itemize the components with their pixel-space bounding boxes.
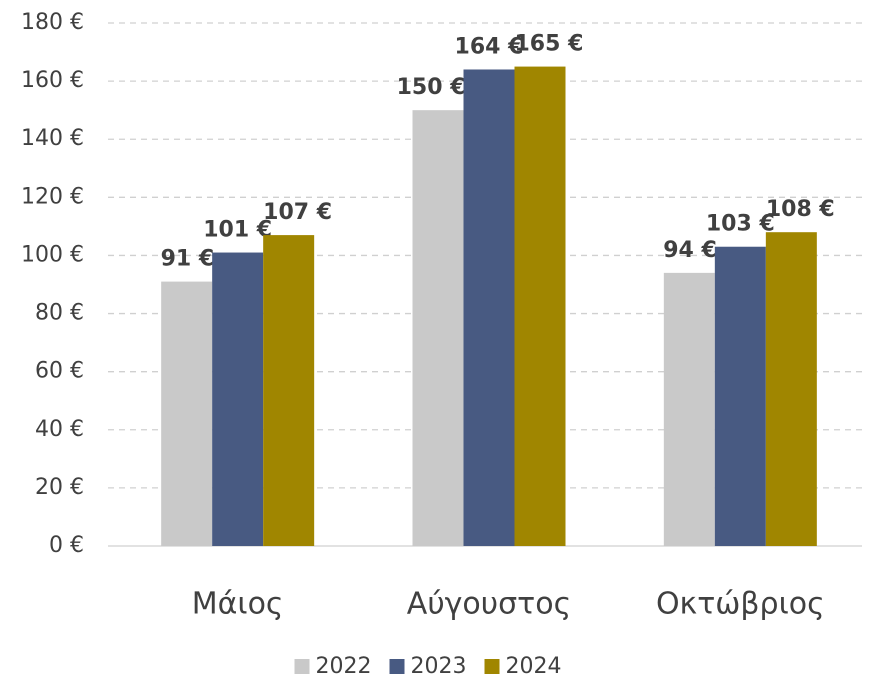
x-tick-label: Μάιος [192, 587, 284, 622]
legend-label: 2022 [316, 654, 372, 679]
legend-label: 2024 [506, 654, 562, 679]
data-label: 164 € [455, 34, 524, 59]
y-tick-label: 120 € [21, 184, 84, 209]
x-tick-label: Οκτώβριος [656, 587, 825, 622]
bar [765, 232, 817, 546]
data-label: 107 € [263, 200, 332, 225]
y-tick-label: 180 € [21, 10, 84, 35]
bar [412, 110, 464, 547]
bar [161, 281, 213, 546]
data-label: 103 € [706, 212, 775, 237]
bar [263, 235, 315, 546]
data-label: 108 € [766, 197, 835, 222]
y-tick-label: 20 € [35, 475, 84, 500]
data-label: 150 € [397, 75, 466, 100]
data-label: 165 € [515, 32, 584, 57]
data-label: 91 € [161, 247, 215, 272]
y-tick-label: 100 € [21, 242, 84, 267]
bar [463, 69, 515, 546]
y-tick-label: 140 € [21, 126, 84, 151]
data-label: 94 € [663, 238, 717, 263]
legend-swatch [484, 659, 500, 674]
x-tick-label: Αύγουστος [407, 587, 571, 622]
legend-label: 2023 [411, 654, 467, 679]
y-tick-label: 80 € [35, 301, 84, 326]
bar [663, 272, 715, 546]
bar [212, 252, 264, 547]
y-tick-label: 160 € [21, 68, 84, 93]
legend-swatch [389, 659, 405, 674]
legend-swatch [294, 659, 310, 674]
y-tick-label: 40 € [35, 417, 84, 442]
bar [714, 246, 766, 546]
y-tick-label: 0 € [49, 533, 84, 558]
data-label: 101 € [203, 218, 272, 243]
y-tick-label: 60 € [35, 359, 84, 384]
bar [514, 66, 566, 546]
